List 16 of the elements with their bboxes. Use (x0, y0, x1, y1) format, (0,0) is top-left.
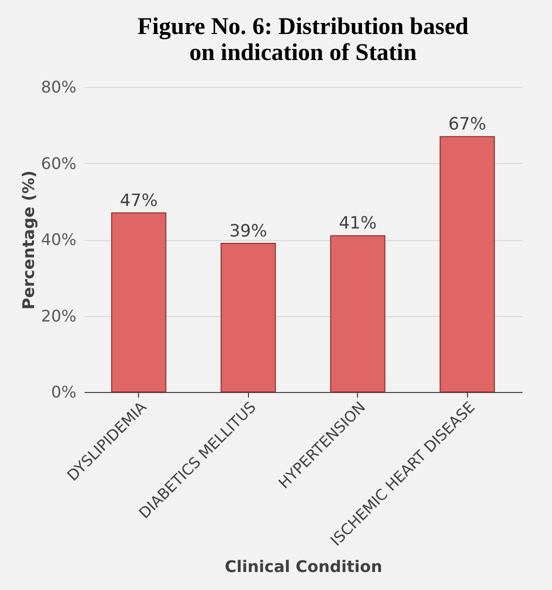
bar (220, 242, 276, 392)
bar (330, 235, 386, 392)
x-axis-title: Clinical Condition (224, 556, 382, 576)
y-tick-label: 0% (51, 382, 76, 402)
data-label: 47% (120, 190, 158, 211)
y-tick-label: 80% (40, 78, 76, 96)
y-tick-label: 60% (40, 154, 76, 173)
bar (111, 212, 166, 392)
data-label: 39% (229, 221, 268, 242)
bar (440, 136, 495, 392)
data-label: 67% (448, 114, 486, 135)
y-tick-label: 40% (40, 230, 76, 249)
chart-title: Figure No. 6: Distribution based on indication of Statin (138, 14, 470, 66)
y-tick-label: 20% (40, 306, 76, 326)
data-label: 41% (338, 214, 377, 234)
y-axis-title: Percentage (%) (18, 170, 38, 310)
